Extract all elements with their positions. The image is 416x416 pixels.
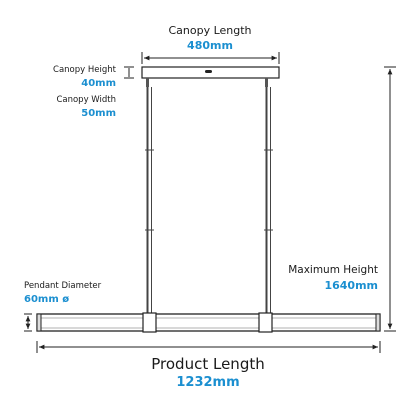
canopy-height-label: Canopy Height <box>53 65 116 75</box>
maximum-height-label: Maximum Height <box>288 264 378 276</box>
pendant-diameter-dimension-line <box>24 313 32 332</box>
canopy-length-value: 480mm <box>187 39 233 52</box>
canopy-length-label: Canopy Length <box>168 24 252 37</box>
maximum-height-dimension-line <box>384 66 396 332</box>
pendant-diameter-value: 60mm ø <box>24 294 70 305</box>
canopy <box>141 66 280 79</box>
canopy-height-value: 40mm <box>81 78 116 89</box>
pendant-diameter-label: Pendant Diameter <box>24 281 102 291</box>
pendant-tube <box>36 312 381 333</box>
product-length-dimension-line <box>36 341 381 353</box>
canopy-width-value: 50mm <box>81 108 116 119</box>
canopy-length-dimension-line <box>141 52 280 64</box>
canopy-height-dimension-line <box>124 66 134 79</box>
canopy-width-label: Canopy Width <box>56 95 116 105</box>
product-length-label: Product Length <box>151 355 265 373</box>
suspension-rods <box>145 78 273 316</box>
maximum-height-value: 1640mm <box>324 279 378 292</box>
product-length-value: 1232mm <box>176 375 240 390</box>
